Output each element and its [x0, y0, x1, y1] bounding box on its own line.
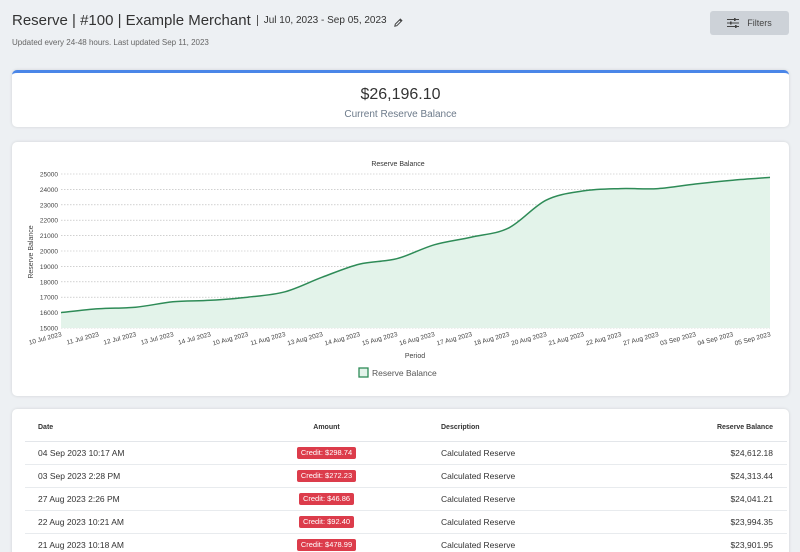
transactions-card: Date Amount Description Reserve Balance …: [12, 409, 789, 552]
y-tick-label: 24000: [40, 187, 58, 194]
x-tick-label: 10 Jul 2023: [28, 331, 63, 347]
row-date: 04 Sep 2023 10:17 AM: [25, 441, 225, 465]
column-header-description[interactable]: Description: [428, 415, 628, 442]
filters-label: Filters: [747, 18, 772, 28]
chart-card: Reserve Balance 15000 16000 17000 18000 1900…: [12, 142, 789, 396]
x-tick-label: 03 Sep 2023: [659, 331, 697, 347]
x-axis-label: Period: [405, 353, 425, 360]
x-tick-label: 18 Aug 2023: [473, 331, 510, 347]
row-reserve-balance: $24,041.21: [628, 487, 787, 511]
row-date: 21 Aug 2023 10:18 AM: [25, 533, 225, 552]
row-amount: Credit: $272.23: [225, 464, 428, 488]
x-tick-label: 13 Aug 2023: [287, 331, 324, 347]
x-tick-label: 15 Aug 2023: [361, 331, 398, 347]
credit-badge: Credit: $92.40: [298, 515, 355, 528]
column-header-date[interactable]: Date: [25, 415, 225, 442]
column-header-reserve-balance[interactable]: Reserve Balance: [628, 415, 787, 442]
y-tick-label: 21000: [40, 233, 58, 240]
table-row[interactable]: 22 Aug 2023 10:21 AM Credit: $92.40 Calcul…: [25, 510, 787, 534]
x-tick-label: 14 Aug 2023: [324, 331, 361, 347]
page-header: Reserve | #100 | Example Merchant Jul 10…: [12, 12, 404, 47]
x-tick-label: 22 Aug 2023: [585, 331, 622, 347]
balance-card: $26,196.10 Current Reserve Balance: [12, 70, 789, 127]
y-tick-label: 25000: [40, 172, 58, 179]
y-axis-label: Reserve Balance: [28, 225, 35, 278]
series-line: [60, 176, 771, 314]
row-description: Calculated Reserve: [428, 464, 628, 488]
row-amount: Credit: $46.86: [225, 487, 428, 511]
table-row[interactable]: 27 Aug 2023 2:26 PM Credit: $46.86 Calcula…: [25, 487, 787, 511]
y-tick-label: 17000: [40, 295, 58, 302]
current-balance-amount: $26,196.10: [360, 86, 441, 103]
credit-badge: Credit: $46.86: [298, 492, 355, 505]
y-tick-label: 23000: [40, 202, 58, 209]
table-row[interactable]: 03 Sep 2023 2:28 PM Credit: $272.23 Calcul…: [25, 464, 787, 488]
legend-swatch: [358, 367, 369, 378]
credit-badge: Credit: $272.23: [296, 469, 357, 482]
column-header-amount[interactable]: Amount: [225, 415, 428, 442]
y-tick-label: 22000: [40, 218, 58, 225]
legend-label: Reserve Balance: [372, 368, 437, 378]
x-tick-label: 27 Aug 2023: [622, 331, 659, 347]
row-date: 22 Aug 2023 10:21 AM: [25, 510, 225, 534]
credit-badge: Credit: $478.99: [296, 538, 357, 551]
page-title: Reserve | #100 | Example Merchant: [12, 12, 251, 29]
table-row[interactable]: 21 Aug 2023 10:18 AM Credit: $478.99 Calcu…: [25, 533, 787, 552]
x-tick-label: 10 Aug 2023: [212, 331, 249, 347]
filters-button[interactable]: Filters: [710, 11, 789, 35]
table-row[interactable]: 04 Sep 2023 10:17 AM Credit: $298.74 Calcu…: [25, 441, 787, 465]
row-amount: Credit: $298.74: [225, 441, 428, 465]
credit-badge: Credit: $298.74: [296, 446, 357, 459]
transactions-table: Date Amount Description Reserve Balance …: [25, 415, 787, 552]
x-tick-label: 16 Aug 2023: [399, 331, 436, 347]
row-reserve-balance: $23,901.95: [628, 533, 787, 552]
row-reserve-balance: $24,612.18: [628, 441, 787, 465]
row-description: Calculated Reserve: [428, 441, 628, 465]
x-tick-label: 20 Aug 2023: [511, 331, 548, 347]
x-tick-label: 11 Jul 2023: [66, 331, 100, 346]
table-header-row: Date Amount Description Reserve Balance: [25, 415, 787, 442]
row-reserve-balance: $24,313.44: [628, 464, 787, 488]
x-tick-label: 14 Jul 2023: [177, 331, 212, 347]
update-notice: Updated every 24-48 hours. Last updated …: [12, 38, 209, 47]
x-tick-label: 13 Jul 2023: [140, 331, 175, 347]
chart-legend[interactable]: Reserve Balance: [358, 367, 437, 378]
y-tick-label: 18000: [40, 279, 58, 286]
y-tick-label: 20000: [40, 249, 58, 256]
row-amount: Credit: $478.99: [225, 533, 428, 552]
row-date: 27 Aug 2023 2:26 PM: [25, 487, 225, 511]
reserve-balance-chart: Reserve Balance 15000 16000 17000 18000 1900…: [28, 161, 772, 378]
row-reserve-balance: $23,994.35: [628, 510, 787, 534]
x-tick-label: 04 Sep 2023: [697, 331, 735, 347]
sliders-icon: [727, 18, 740, 28]
row-date: 03 Sep 2023 2:28 PM: [25, 464, 225, 488]
x-tick-label: 17 Aug 2023: [436, 331, 473, 347]
y-tick-label: 19000: [40, 264, 58, 271]
row-description: Calculated Reserve: [428, 533, 628, 552]
x-tick-label: 05 Sep 2023: [734, 331, 772, 347]
y-tick-label: 15000: [40, 326, 58, 333]
x-tick-label: 12 Jul 2023: [103, 331, 138, 347]
row-description: Calculated Reserve: [428, 487, 628, 511]
date-range[interactable]: Jul 10, 2023 - Sep 05, 2023: [256, 15, 387, 26]
row-description: Calculated Reserve: [428, 510, 628, 534]
row-amount: Credit: $92.40: [225, 510, 428, 534]
y-tick-label: 16000: [40, 310, 58, 317]
chart-title: Reserve Balance: [371, 161, 424, 168]
pencil-icon[interactable]: [393, 15, 404, 27]
x-tick-label: 11 Aug 2023: [250, 331, 287, 347]
current-balance-label: Current Reserve Balance: [344, 109, 457, 120]
x-tick-label: 21 Aug 2023: [548, 331, 585, 347]
